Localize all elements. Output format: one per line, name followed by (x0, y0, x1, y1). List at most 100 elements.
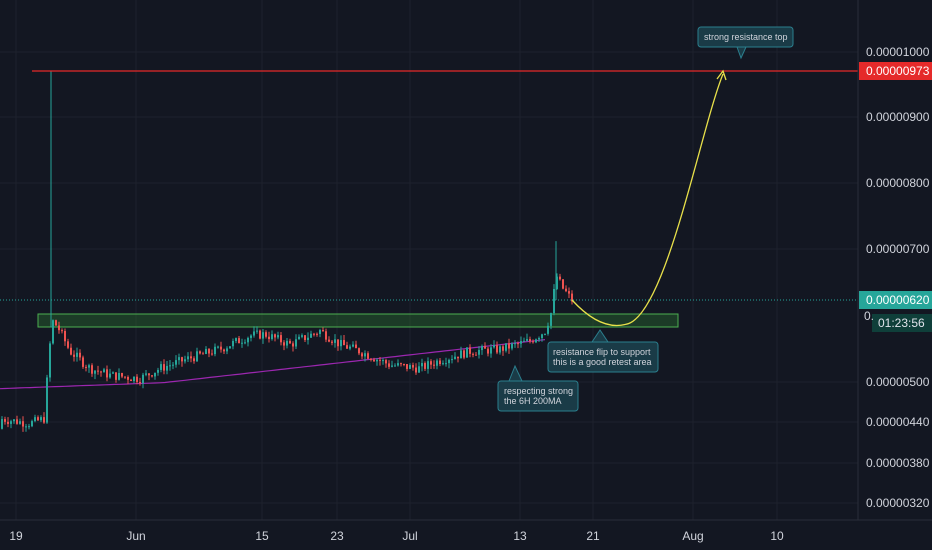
candle-body (10, 421, 12, 424)
candle-body (277, 335, 279, 338)
candle-body (136, 376, 138, 382)
candle-body (511, 343, 513, 349)
y-tick-label: 0.00000380 (866, 456, 930, 470)
candle-body (175, 360, 177, 365)
candle-body (493, 345, 495, 348)
candle-body (238, 338, 240, 344)
candle-body (478, 350, 480, 355)
x-tick-label: Jun (126, 529, 145, 543)
candle-body (196, 351, 198, 362)
moving-average-200 (0, 339, 546, 390)
candle-body (394, 365, 396, 367)
candle-body (400, 363, 402, 365)
candle-body (457, 356, 459, 359)
candle-body (271, 334, 273, 340)
candle-body (184, 359, 186, 362)
candle-body (85, 366, 87, 368)
candle-body (19, 421, 21, 424)
candle-body (424, 363, 426, 369)
candle-body (436, 360, 438, 366)
candle-body (358, 348, 360, 354)
candle-body (301, 335, 303, 337)
candle-body (508, 343, 510, 349)
candle-body (157, 369, 159, 373)
candle-body (127, 376, 129, 380)
candle-body (316, 333, 318, 335)
candle-body (388, 363, 390, 367)
candle-body (283, 342, 285, 346)
candle-body (169, 365, 171, 367)
candle-body (487, 348, 489, 354)
time-axis: 19 Jun 15 23 Jul 13 21 Aug 10 (0, 519, 932, 543)
candle-body (439, 360, 441, 365)
resistance-price-label: 0.00000973 (866, 64, 930, 78)
candle-body (172, 364, 174, 366)
candle-body (190, 356, 192, 359)
candle-body (355, 344, 357, 349)
annotation-resistance-pointer (736, 46, 747, 60)
annotation-resistance-text: strong resistance top (704, 32, 788, 42)
candle-body (481, 346, 483, 351)
candle-body (292, 343, 294, 347)
candle-body (244, 342, 246, 344)
candle-body (397, 363, 399, 366)
current-price-label: 0.00000620 (866, 293, 930, 307)
candle-body (43, 417, 45, 423)
support-zone-box (37, 313, 679, 328)
candle-body (280, 335, 282, 343)
candle-body (553, 288, 555, 314)
candle-body (469, 347, 471, 354)
candle-body (490, 347, 492, 354)
candle-body (406, 364, 408, 369)
candle-body (118, 373, 120, 380)
candle-body (361, 353, 363, 357)
candle-body (214, 346, 216, 355)
candle-body (286, 340, 288, 346)
candles (1, 71, 573, 432)
candle-body (46, 377, 48, 423)
candle-body (31, 421, 33, 427)
annotation-ma-box (497, 380, 579, 412)
candle-body (130, 379, 132, 382)
candle-body (505, 343, 507, 351)
candle-body (70, 347, 72, 355)
candle-body (463, 350, 465, 358)
candle-body (295, 339, 297, 347)
candle-body (265, 332, 267, 337)
candle-body (559, 276, 561, 280)
candle-body (217, 346, 219, 348)
candle-body (304, 335, 306, 341)
candle-body (328, 339, 330, 342)
candle-body (433, 364, 435, 366)
price-lines (0, 70, 858, 301)
candle-body (550, 313, 552, 326)
candle-body (325, 331, 327, 340)
annotation-ma-text: respecting strong (504, 386, 573, 396)
candle-body (256, 330, 258, 332)
candle-body (349, 346, 351, 349)
x-tick-label: 23 (330, 529, 344, 543)
candle-body (97, 370, 99, 372)
candle-body (535, 339, 537, 343)
candle-body (22, 421, 24, 427)
annotation-ma-text: the 6H 200MA (504, 396, 562, 406)
countdown-tag (872, 314, 932, 332)
candle-body (229, 346, 231, 349)
candle-body (250, 335, 252, 338)
candle-body (7, 421, 9, 424)
candle-body (484, 346, 486, 349)
x-tick-label: 15 (255, 529, 269, 543)
x-tick-label: 19 (9, 529, 23, 543)
candle-body (220, 346, 222, 350)
candle-body (166, 365, 168, 371)
y-tick-label: 0.00000500 (866, 375, 930, 389)
candle-body (241, 342, 243, 344)
candle-body (52, 320, 54, 344)
annotation-flip-text: resistance flip to support (553, 347, 651, 357)
y-tick-label: 0.00000320 (866, 496, 930, 510)
candle-body (58, 325, 60, 331)
candle-body (499, 346, 501, 353)
candle-body (223, 349, 225, 352)
candle-body (76, 352, 78, 357)
